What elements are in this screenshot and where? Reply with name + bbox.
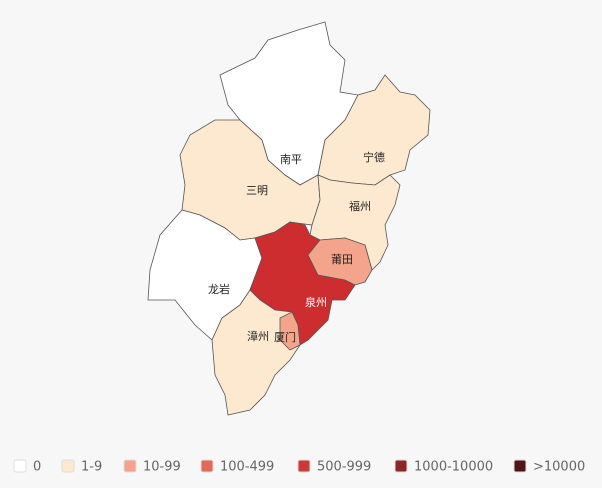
region-label: 龙岩 bbox=[208, 282, 230, 296]
region[interactable] bbox=[309, 174, 401, 271]
region-label: 三明 bbox=[246, 184, 268, 197]
legend-label: 100-499 bbox=[220, 460, 274, 475]
legend-label: 0 bbox=[33, 460, 41, 475]
legend-swatch bbox=[394, 459, 408, 473]
legend-swatch bbox=[513, 459, 527, 473]
region-label: 宁德 bbox=[363, 150, 385, 164]
region-label: 漳州 bbox=[247, 329, 269, 343]
region-label: 莆田 bbox=[331, 253, 353, 266]
legend-label: >10000 bbox=[533, 460, 585, 475]
region-label: 南平 bbox=[280, 153, 302, 166]
legend-swatch bbox=[123, 459, 137, 473]
region-label: 泉州 bbox=[305, 295, 327, 309]
legend-swatch bbox=[13, 459, 27, 473]
region[interactable] bbox=[307, 237, 373, 286]
legend-label: 500-999 bbox=[317, 460, 371, 475]
legend-swatch bbox=[61, 459, 75, 473]
legend-label: 1000-10000 bbox=[414, 460, 493, 475]
region[interactable] bbox=[279, 311, 301, 351]
legend-swatch bbox=[297, 459, 311, 473]
legend-label: 1-9 bbox=[81, 460, 102, 475]
map bbox=[147, 21, 431, 416]
legend-label: 10-99 bbox=[143, 460, 181, 475]
region-label: 厦门 bbox=[274, 330, 296, 344]
legend-swatch bbox=[200, 459, 214, 473]
region-label: 福州 bbox=[349, 199, 371, 213]
